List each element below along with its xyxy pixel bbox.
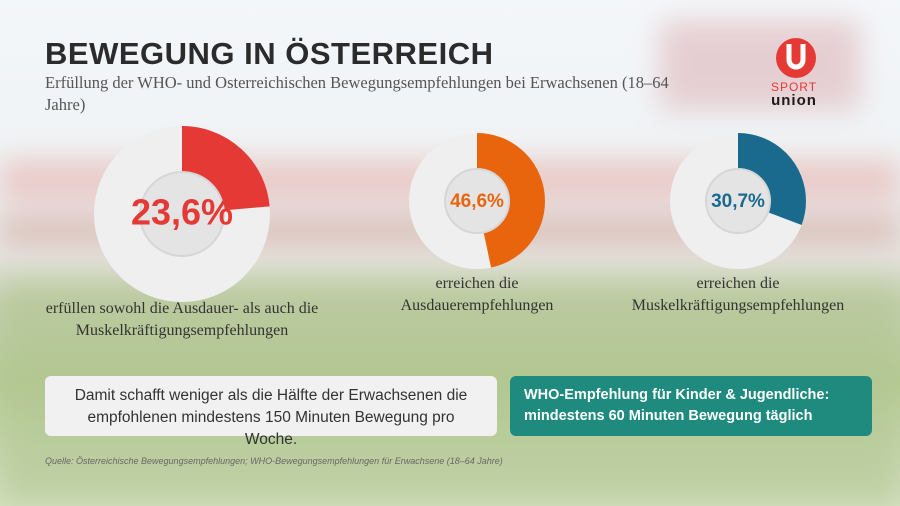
donut-caption: erreichen die Ausdauerempfehlungen: [400, 275, 554, 314]
donut-arc: [670, 133, 806, 269]
who-box: WHO-Empfehlung für Kinder & Jugendliche:…: [510, 376, 872, 436]
source: Quelle: Österreichische Bewegungsempfehl…: [45, 456, 503, 466]
value-label: 30,7%: [711, 191, 765, 212]
logo-text: union: [771, 92, 817, 109]
logo-text: SPORT: [770, 80, 818, 94]
value-label: 23,6%: [131, 192, 233, 233]
donut-hole: [139, 171, 225, 257]
donut-arc: [409, 133, 545, 269]
donut-hole: [705, 168, 771, 234]
value-label: 46,6%: [450, 191, 504, 212]
donut-arc: [94, 126, 270, 302]
summary-box: Damit schafft weniger als die Hälfte der…: [45, 376, 497, 448]
subtitle: Erfüllung der WHO- und Osterreichischen …: [45, 73, 669, 114]
donut-caption: erfüllen sowohl die Ausdauer- als auch d…: [45, 300, 319, 339]
donut-hole: [444, 168, 510, 234]
title: BEWEGUNG IN ÖSTERREICH: [45, 36, 494, 71]
logo-icon: [776, 38, 816, 78]
donut-caption: erreichen die Muskelkräftigungsempfehlun…: [631, 275, 845, 314]
